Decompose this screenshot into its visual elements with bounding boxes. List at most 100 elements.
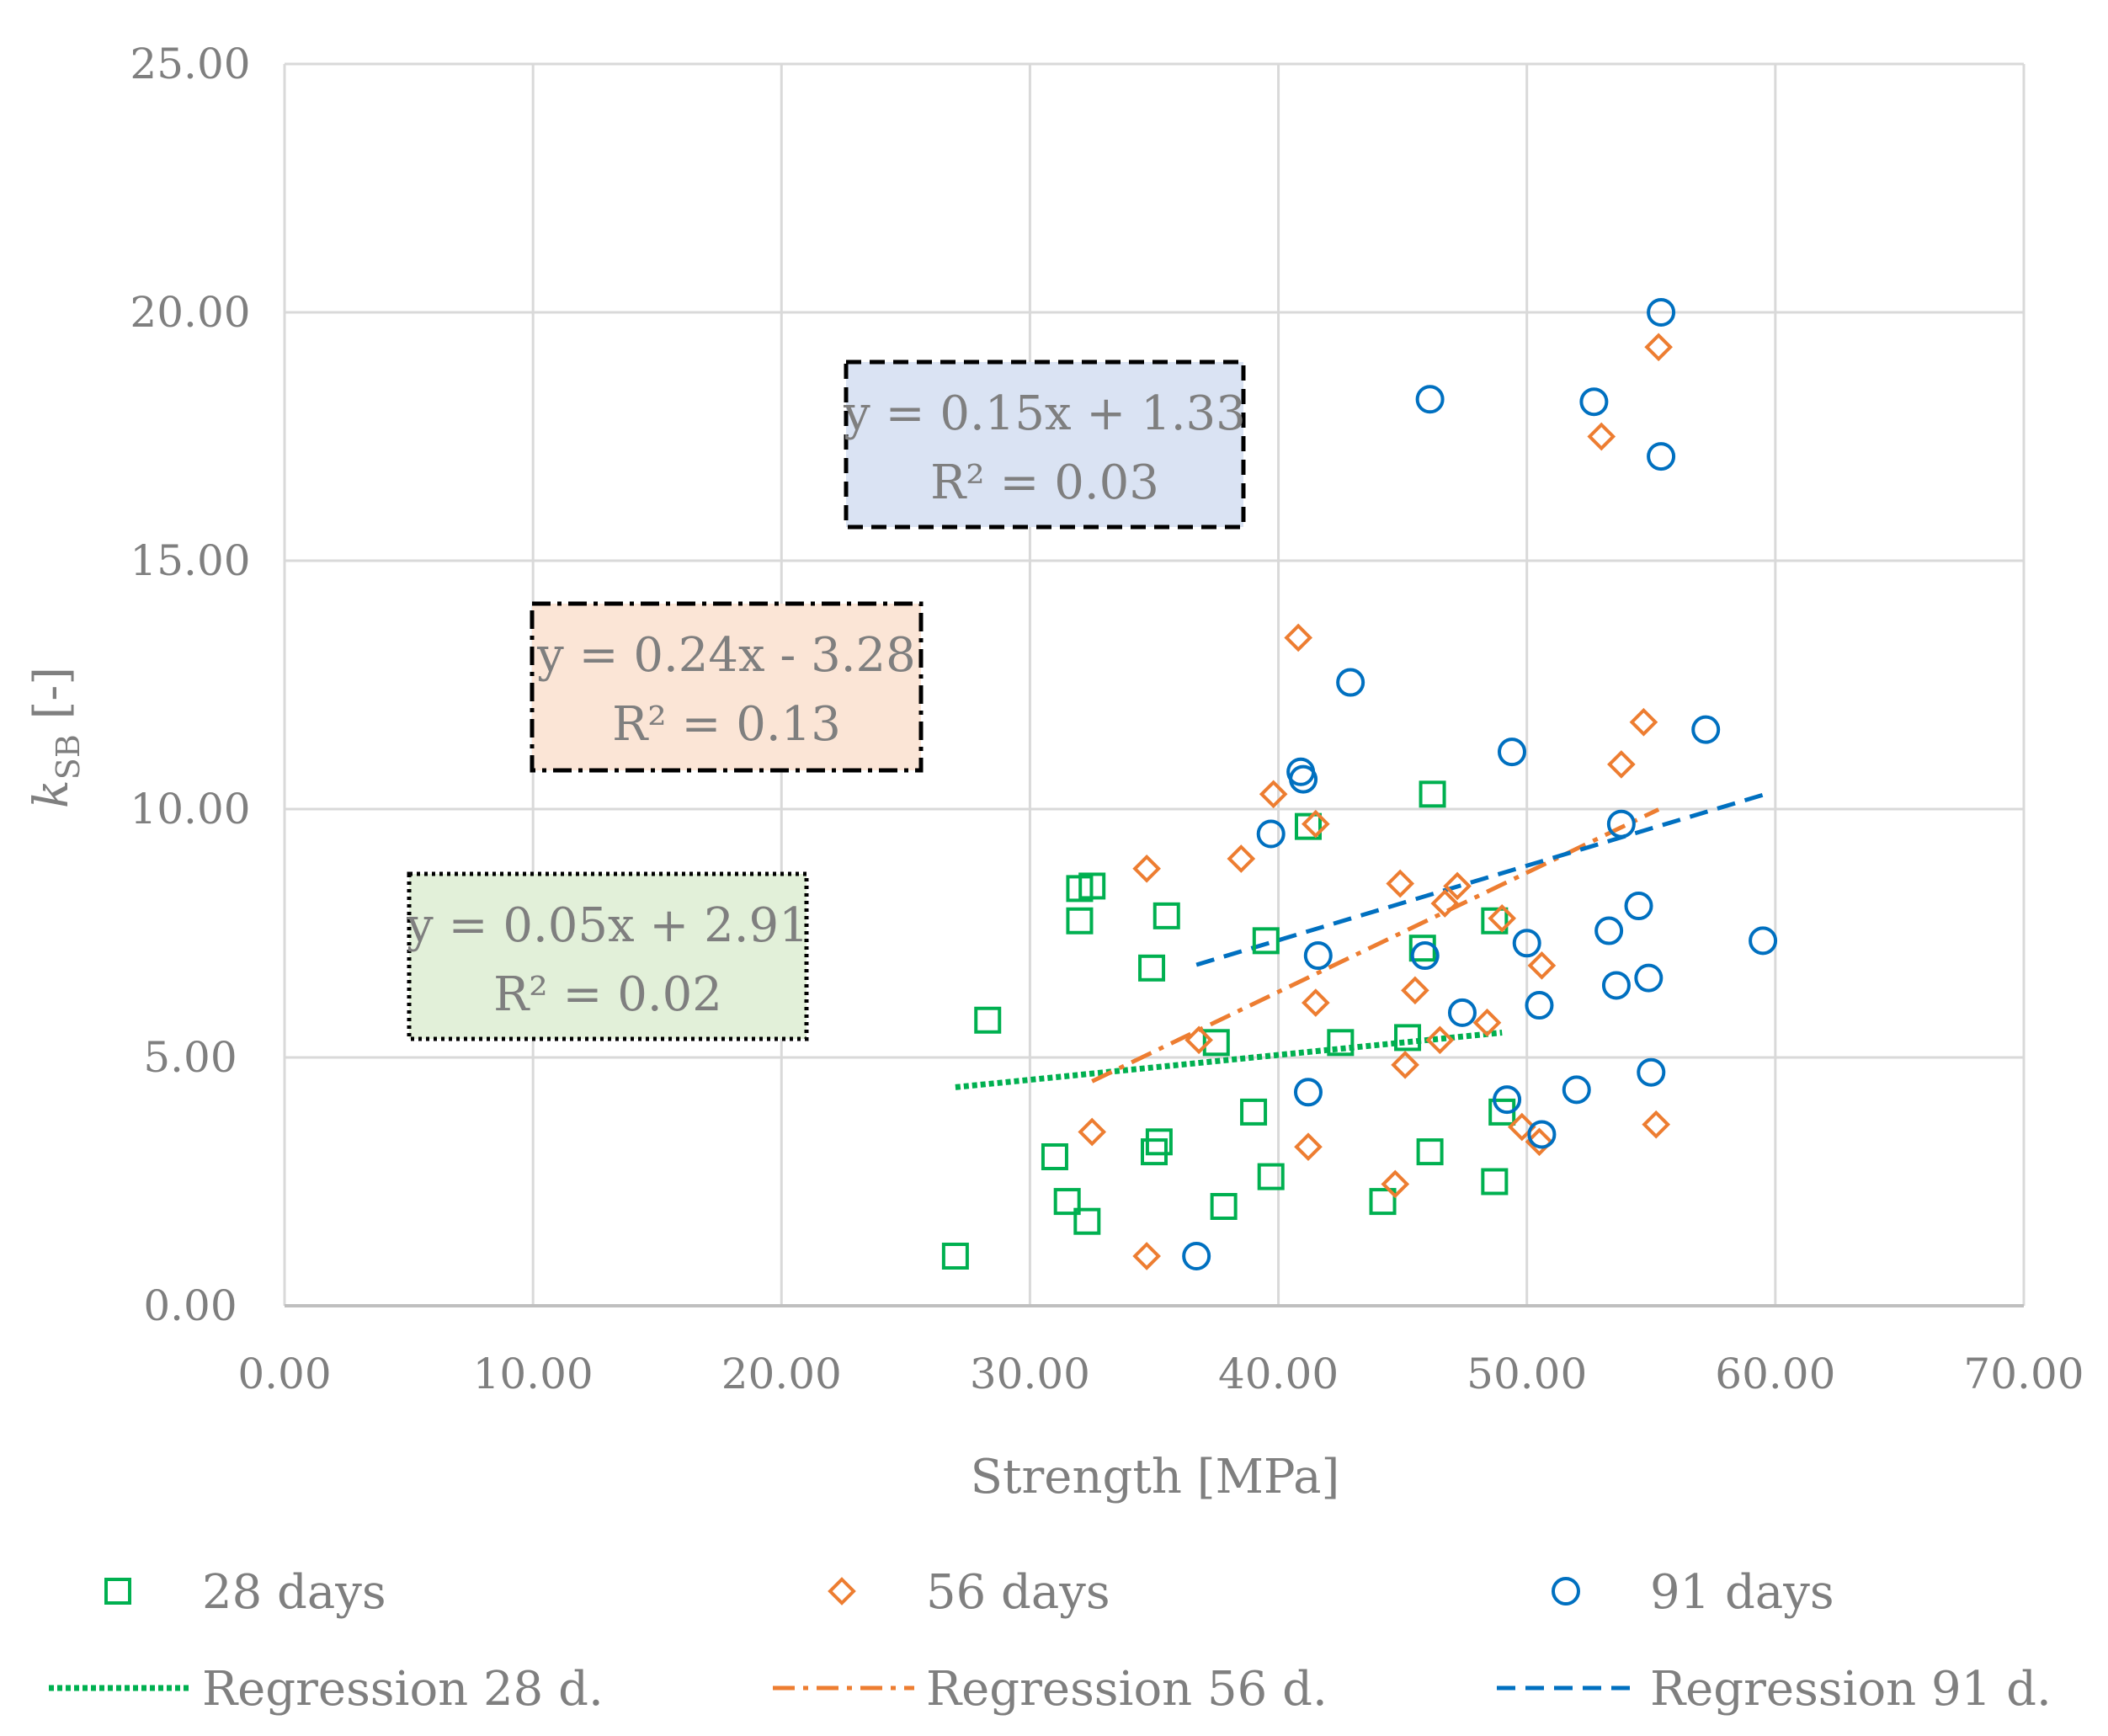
data-point bbox=[1141, 1138, 1168, 1166]
data-point bbox=[1252, 927, 1280, 955]
legend: 28 days 56 days 91 days Regression 28 d. Reg… bbox=[49, 1565, 2052, 1717]
x-tick-label: 70.00 bbox=[1963, 1350, 2084, 1398]
data-point bbox=[1472, 1008, 1502, 1037]
data-point bbox=[1416, 1138, 1444, 1166]
data-point bbox=[1303, 941, 1333, 971]
tick-labels: 0.00 10.00 20.00 30.00 40.00 50.00 60.00 70.00 0… bbox=[130, 40, 2084, 1398]
data-point bbox=[1240, 1098, 1268, 1126]
data-point bbox=[1415, 385, 1445, 414]
data-point bbox=[1073, 1207, 1101, 1235]
data-point bbox=[1302, 809, 1330, 839]
equation-text: y = 0.24x - 3.28 bbox=[536, 628, 916, 683]
equation-box: y = 0.15x + 1.33 R² = 0.03 bbox=[843, 359, 1246, 530]
equation-box-frame bbox=[407, 871, 809, 1041]
data-point bbox=[1391, 1051, 1419, 1079]
legend-marker bbox=[1552, 1577, 1580, 1606]
equation-box: y = 0.24x - 3.28 R² = 0.13 bbox=[530, 601, 924, 773]
legend-entry: 56 days bbox=[828, 1565, 1110, 1620]
legend-marker bbox=[828, 1577, 856, 1606]
data-point bbox=[1527, 1120, 1557, 1149]
data-point bbox=[1294, 1132, 1323, 1162]
data-point bbox=[974, 1006, 1002, 1034]
regression-line bbox=[955, 1030, 1503, 1090]
y-tick-label: 25.00 bbox=[130, 40, 250, 88]
x-tick-label: 20.00 bbox=[721, 1350, 842, 1398]
data-point bbox=[1594, 916, 1624, 945]
x-tick-label: 30.00 bbox=[970, 1350, 1090, 1398]
x-tick-label: 40.00 bbox=[1218, 1350, 1339, 1398]
y-tick-label: 5.00 bbox=[143, 1033, 237, 1082]
data-point bbox=[1525, 991, 1554, 1020]
data-point bbox=[1227, 844, 1256, 873]
data-point bbox=[1634, 963, 1664, 993]
data-point bbox=[1202, 1029, 1230, 1057]
y-axis-label-main: k bbox=[24, 780, 79, 808]
data-point bbox=[1294, 812, 1322, 840]
x-tick-label: 60.00 bbox=[1715, 1350, 1835, 1398]
data-point bbox=[1601, 971, 1631, 1000]
legend-entry: 91 days bbox=[1552, 1565, 1834, 1620]
legend-label: Regression 56 d. bbox=[926, 1662, 1328, 1717]
equation-text: y = 0.05x + 2.91 bbox=[406, 898, 809, 953]
data-point bbox=[1053, 1188, 1081, 1216]
legend-entry: 28 days bbox=[104, 1565, 386, 1620]
y-tick-label: 10.00 bbox=[130, 785, 250, 833]
data-point bbox=[1629, 707, 1658, 737]
data-point bbox=[1425, 1025, 1455, 1055]
data-point bbox=[1259, 780, 1288, 809]
data-point bbox=[1525, 1127, 1554, 1157]
equation-box-frame bbox=[530, 601, 924, 773]
data-point bbox=[1410, 941, 1440, 971]
data-point bbox=[1184, 1025, 1213, 1055]
data-point bbox=[1488, 903, 1517, 933]
legend-entry: Regression 56 d. bbox=[773, 1662, 1328, 1717]
data-point bbox=[1691, 715, 1721, 744]
data-point bbox=[1647, 298, 1676, 327]
data-point bbox=[1132, 1242, 1161, 1270]
data-point bbox=[1447, 998, 1477, 1027]
legend-entry: Regression 91 d. bbox=[1497, 1662, 2052, 1717]
r-squared-text: R² = 0.13 bbox=[612, 697, 841, 752]
regression-lines bbox=[955, 792, 1764, 1090]
y-axis-label-sub: SB bbox=[50, 734, 87, 780]
data-point bbox=[1078, 872, 1106, 900]
data-point bbox=[1637, 1057, 1666, 1087]
legend-label: 56 days bbox=[926, 1565, 1110, 1620]
data-point bbox=[1587, 422, 1616, 451]
data-point bbox=[1498, 738, 1527, 767]
data-point bbox=[1607, 750, 1636, 779]
y-axis-label-suffix: [-] bbox=[24, 667, 79, 734]
y-tick-label: 20.00 bbox=[130, 288, 250, 337]
data-point bbox=[1386, 869, 1415, 898]
data-point bbox=[1430, 889, 1460, 918]
data-point bbox=[1493, 1085, 1522, 1115]
data-point bbox=[1647, 442, 1676, 471]
data-points bbox=[941, 298, 1778, 1270]
data-point bbox=[1041, 1143, 1068, 1170]
data-point bbox=[1527, 951, 1557, 980]
data-point bbox=[1401, 976, 1429, 1005]
r-squared-text: R² = 0.02 bbox=[493, 967, 722, 1022]
data-point bbox=[1289, 764, 1318, 794]
data-point bbox=[1302, 988, 1330, 1017]
y-tick-label: 0.00 bbox=[143, 1281, 237, 1330]
data-point bbox=[1512, 929, 1541, 958]
data-point bbox=[1606, 809, 1636, 839]
data-point bbox=[1293, 1078, 1323, 1107]
data-point bbox=[1507, 1112, 1536, 1142]
data-point bbox=[1381, 1169, 1410, 1199]
data-point bbox=[1562, 1075, 1591, 1105]
data-point bbox=[1145, 1128, 1173, 1156]
legend-entry: Regression 28 d. bbox=[49, 1662, 604, 1717]
data-point bbox=[1132, 854, 1161, 883]
x-tick-label: 50.00 bbox=[1467, 1350, 1587, 1398]
data-point bbox=[1078, 1117, 1107, 1147]
data-point bbox=[1369, 1188, 1397, 1216]
equation-box: y = 0.05x + 2.91 R² = 0.02 bbox=[406, 871, 809, 1041]
regression-line bbox=[1091, 807, 1660, 1084]
data-point bbox=[1182, 1242, 1211, 1270]
legend-label: 28 days bbox=[202, 1565, 386, 1620]
data-point bbox=[1257, 1163, 1285, 1190]
data-point bbox=[1624, 892, 1653, 921]
